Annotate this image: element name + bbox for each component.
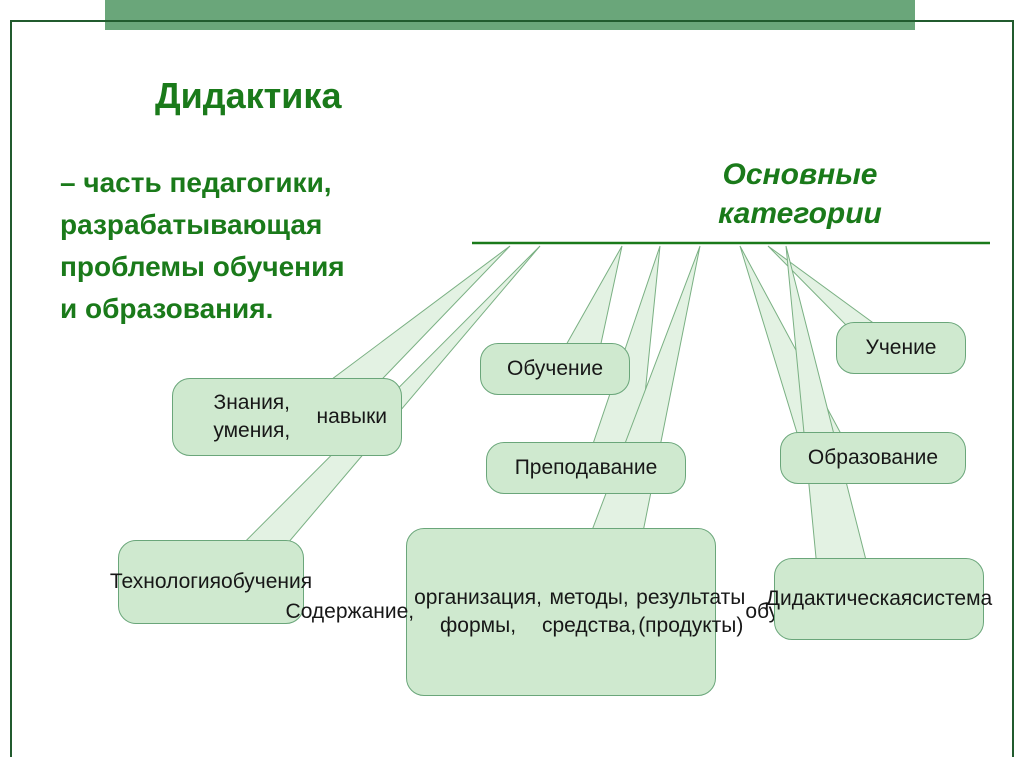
- callout-c3: Учение: [836, 322, 966, 374]
- callout-c2: Обучение: [480, 343, 630, 395]
- callout-c1: Знания, умения,навыки: [172, 378, 402, 456]
- callout-c4: Преподавание: [486, 442, 686, 494]
- callout-c8: Дидактическаясистема: [774, 558, 984, 640]
- callout-c6: Технологияобучения: [118, 540, 304, 624]
- callout-c5: Образование: [780, 432, 966, 484]
- callout-c7: Содержание,организация, формы,методы, ср…: [406, 528, 716, 696]
